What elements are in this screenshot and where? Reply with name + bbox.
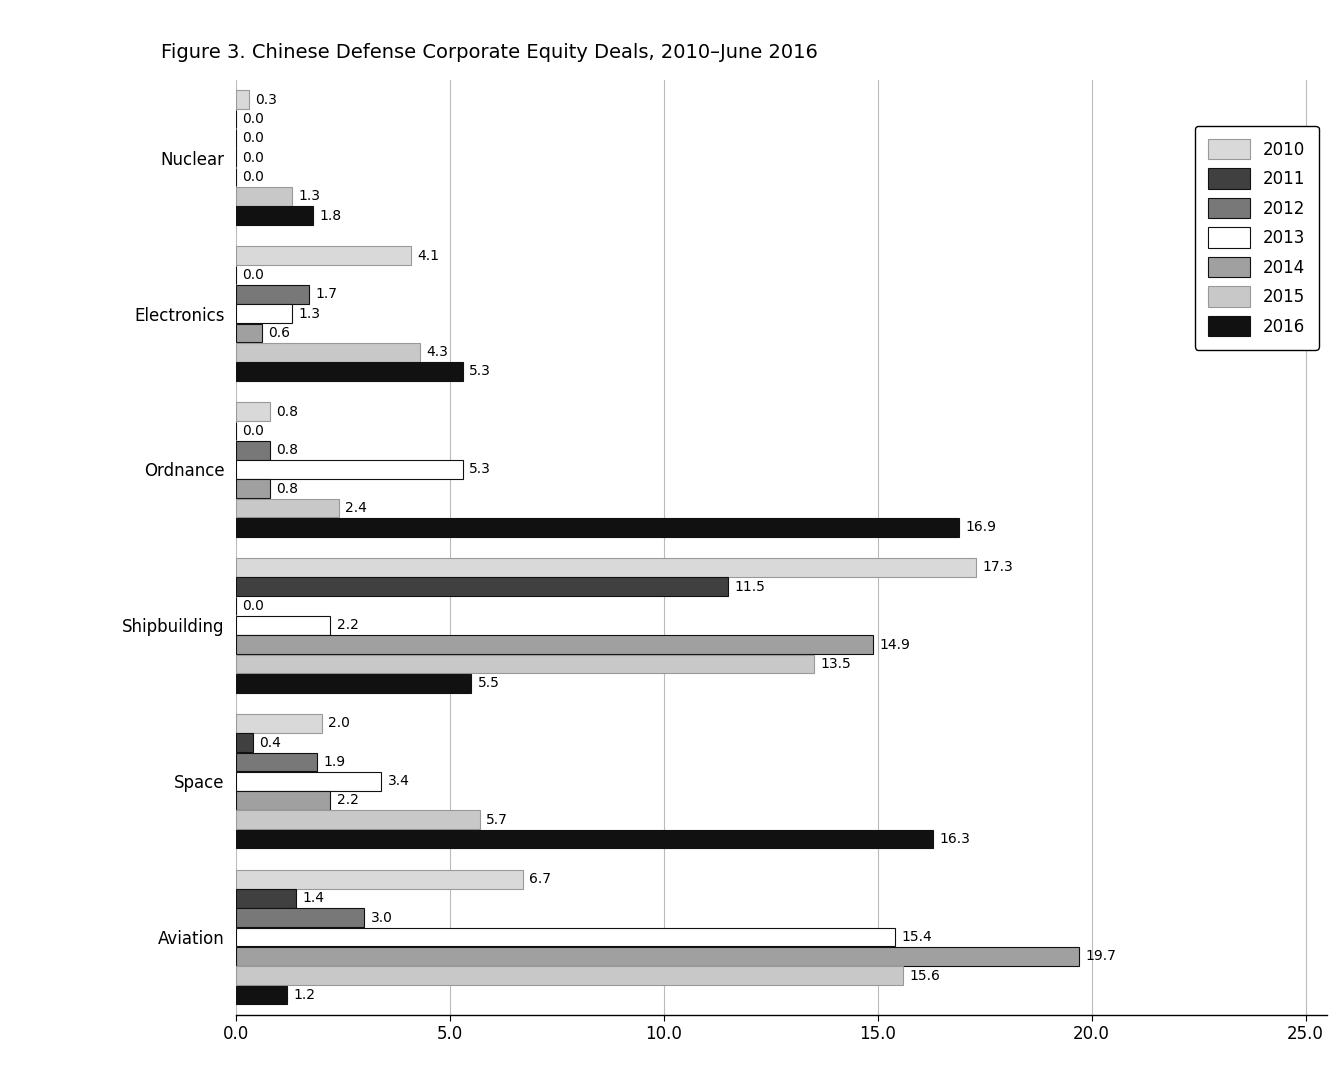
Text: 0.0: 0.0 [243, 423, 264, 437]
Text: 1.2: 1.2 [294, 988, 315, 1002]
Text: 0.6: 0.6 [268, 326, 290, 340]
Text: 5.3: 5.3 [470, 462, 491, 476]
Bar [236, 869, 522, 889]
Text: 0.3: 0.3 [255, 93, 276, 107]
Text: 4.1: 4.1 [417, 248, 440, 262]
Text: 16.3: 16.3 [939, 832, 970, 846]
Text: 0.0: 0.0 [243, 170, 264, 184]
Text: 2.4: 2.4 [345, 501, 366, 515]
Text: 2.2: 2.2 [337, 619, 358, 632]
Text: 3.4: 3.4 [388, 774, 409, 788]
Bar [236, 733, 254, 752]
Bar [236, 947, 1079, 966]
Bar [236, 772, 381, 791]
Text: 15.4: 15.4 [902, 930, 933, 944]
Text: 2.0: 2.0 [327, 716, 350, 730]
Text: 2.2: 2.2 [337, 794, 358, 808]
Bar [236, 324, 262, 342]
Bar [236, 792, 330, 810]
Bar [236, 362, 463, 381]
Text: 0.8: 0.8 [276, 443, 299, 457]
Text: 14.9: 14.9 [880, 637, 911, 651]
Text: 1.3: 1.3 [298, 189, 319, 203]
Legend: 2010, 2011, 2012, 2013, 2014, 2015, 2016: 2010, 2011, 2012, 2013, 2014, 2015, 2016 [1194, 125, 1319, 350]
Text: 0.0: 0.0 [243, 132, 264, 146]
Text: 13.5: 13.5 [820, 657, 851, 671]
Text: 0.0: 0.0 [243, 268, 264, 282]
Bar [236, 402, 270, 421]
Bar [236, 187, 291, 205]
Text: 5.7: 5.7 [486, 813, 509, 827]
Text: 1.7: 1.7 [315, 287, 337, 301]
Bar [236, 967, 903, 985]
Text: 1.8: 1.8 [319, 208, 341, 222]
Text: 0.4: 0.4 [259, 735, 282, 750]
Bar [236, 285, 309, 303]
Bar [236, 558, 976, 577]
Bar [236, 829, 934, 849]
Text: 6.7: 6.7 [529, 873, 552, 887]
Text: 17.3: 17.3 [982, 561, 1013, 575]
Text: 0.0: 0.0 [243, 599, 264, 613]
Bar [236, 305, 291, 323]
Text: 1.4: 1.4 [302, 891, 325, 905]
Bar [236, 889, 295, 908]
Text: 19.7: 19.7 [1086, 949, 1117, 963]
Text: 0.0: 0.0 [243, 112, 264, 126]
Text: 4.3: 4.3 [427, 346, 448, 360]
Bar [236, 499, 338, 517]
Bar [236, 480, 270, 498]
Bar [236, 928, 895, 946]
Bar [236, 518, 960, 537]
Bar [236, 578, 727, 596]
Bar [236, 206, 313, 225]
Text: 5.3: 5.3 [470, 364, 491, 378]
Text: 0.8: 0.8 [276, 405, 299, 419]
Bar [236, 654, 813, 673]
Text: 0.0: 0.0 [243, 151, 264, 165]
Bar [236, 616, 330, 635]
Text: 3.0: 3.0 [370, 910, 393, 924]
Text: 1.3: 1.3 [298, 307, 319, 321]
Text: 0.8: 0.8 [276, 482, 299, 496]
Text: 1.9: 1.9 [323, 755, 346, 769]
Text: Figure 3. Chinese Defense Corporate Equity Deals, 2010–June 2016: Figure 3. Chinese Defense Corporate Equi… [161, 43, 817, 63]
Bar [236, 342, 420, 362]
Text: 11.5: 11.5 [734, 580, 765, 594]
Text: 15.6: 15.6 [910, 969, 941, 983]
Text: 16.9: 16.9 [965, 521, 997, 535]
Bar [236, 441, 270, 459]
Bar [236, 714, 322, 732]
Bar [236, 246, 412, 265]
Bar [236, 908, 364, 927]
Bar [236, 986, 287, 1004]
Bar [236, 635, 874, 654]
Text: 5.5: 5.5 [478, 676, 499, 690]
Bar [236, 460, 463, 478]
Bar [236, 810, 480, 829]
Bar [236, 91, 248, 109]
Bar [236, 753, 317, 771]
Bar [236, 674, 471, 692]
